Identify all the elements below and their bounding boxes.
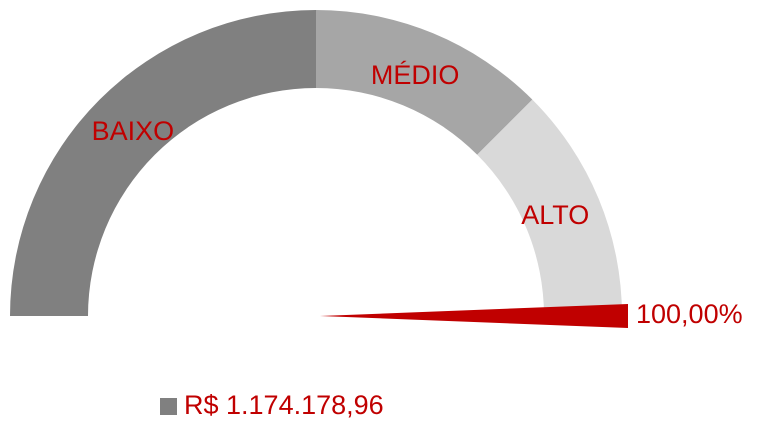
legend-label: R$ 1.174.178,96	[184, 390, 384, 420]
gauge-band	[477, 99, 622, 316]
gauge-band	[316, 10, 533, 155]
value-label: 100,00%	[636, 299, 743, 329]
legend-swatch	[160, 398, 177, 415]
band-label: MÉDIO	[371, 60, 460, 90]
needle	[320, 304, 628, 328]
band-label: ALTO	[521, 200, 589, 230]
gauge-band	[10, 10, 316, 316]
band-label: BAIXO	[92, 116, 175, 146]
